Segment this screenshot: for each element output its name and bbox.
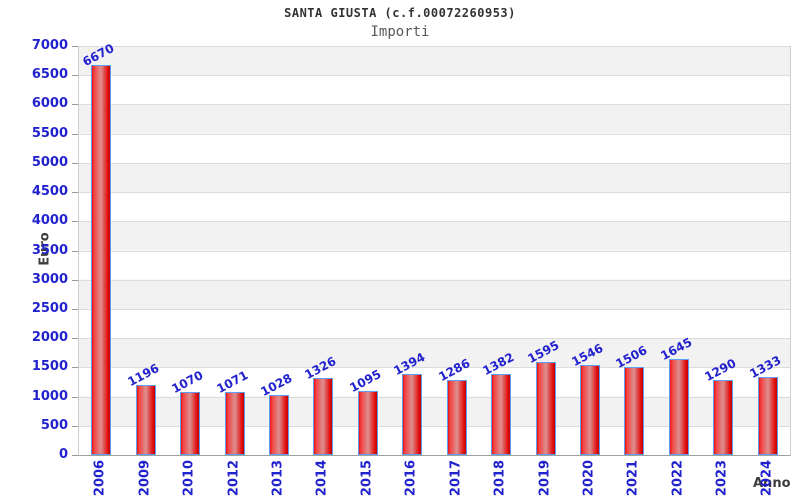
bar-2020: [580, 364, 601, 455]
x-tick-label-2023: 2023: [714, 459, 730, 497]
x-tick-label-2014: 2014: [314, 459, 330, 497]
bar-2010: [180, 392, 201, 455]
chart-subtitle: Importi: [370, 24, 430, 40]
grid-line: [79, 279, 790, 281]
y-tick-mark: [72, 396, 78, 398]
grid-line: [79, 250, 790, 252]
y-tick-label: 2000: [31, 330, 68, 346]
x-tick-label-2021: 2021: [625, 459, 641, 497]
y-tick-mark: [72, 104, 78, 106]
y-tick-mark: [72, 221, 78, 223]
y-tick-label: 1500: [31, 359, 68, 375]
grid-line: [79, 162, 790, 164]
bar-2013: [268, 394, 289, 455]
grid-line: [79, 367, 790, 369]
y-tick-label: 1000: [31, 388, 68, 404]
y-tick-mark: [72, 338, 78, 340]
y-tick-label: 4000: [31, 213, 68, 229]
x-tick-label-2018: 2018: [492, 459, 508, 497]
grid-line: [79, 46, 790, 47]
y-tick-mark: [72, 279, 78, 281]
y-tick-mark: [72, 192, 78, 194]
y-tick-mark: [72, 250, 78, 252]
grid-line: [79, 75, 790, 77]
y-tick-mark: [72, 308, 78, 310]
x-tick-label-2024: 2024: [759, 459, 775, 497]
x-tick-label-2006: 2006: [92, 459, 108, 497]
chart-title: SANTA GIUSTA (c.f.00072260953): [284, 6, 516, 20]
grid-line: [79, 425, 790, 427]
grid-line: [79, 338, 790, 340]
y-tick-label: 7000: [31, 38, 68, 53]
y-tick-mark: [72, 133, 78, 135]
x-tick-label-2013: 2013: [270, 459, 286, 497]
x-tick-label-2022: 2022: [670, 459, 686, 497]
plot-area: [78, 46, 791, 456]
bar-2014: [313, 377, 334, 455]
y-tick-mark: [72, 162, 78, 164]
y-tick-label: 3500: [31, 242, 68, 258]
y-tick-mark: [72, 75, 78, 77]
x-tick-label-2010: 2010: [181, 459, 197, 497]
x-tick-label-2009: 2009: [137, 459, 153, 497]
x-tick-label-2017: 2017: [448, 459, 464, 497]
y-tick-label: 500: [40, 417, 68, 433]
y-tick-mark: [72, 46, 78, 47]
y-tick-label: 3000: [31, 271, 68, 287]
anno-axis-title: Anno: [753, 476, 791, 491]
y-tick-label: 5000: [31, 154, 68, 170]
y-tick-mark: [72, 367, 78, 369]
bar-2009: [135, 385, 156, 455]
y-tick-label: 5500: [31, 125, 68, 141]
grid-line: [79, 221, 790, 223]
bar-2024: [757, 377, 778, 455]
x-tick-label-2020: 2020: [581, 459, 597, 497]
y-tick-label: 6500: [31, 67, 68, 83]
y-tick-label: 6000: [31, 96, 68, 112]
bar-2022: [668, 358, 689, 455]
bar-2021: [624, 367, 645, 455]
y-tick-label: 4500: [31, 184, 68, 200]
bar-2012: [224, 392, 245, 455]
bar-2015: [357, 391, 378, 455]
grid-line: [79, 308, 790, 310]
bar-2016: [402, 373, 423, 455]
y-tick-mark: [72, 425, 78, 427]
grid-line: [79, 396, 790, 398]
x-tick-label-2015: 2015: [359, 459, 375, 497]
bar-2006: [91, 65, 112, 455]
bar-2019: [535, 361, 556, 455]
bar-2018: [491, 374, 512, 455]
y-tick-mark: [72, 455, 78, 456]
x-tick-label-2016: 2016: [403, 459, 419, 497]
bar-2017: [446, 379, 467, 455]
x-tick-label-2019: 2019: [537, 459, 553, 497]
y-tick-label: 2500: [31, 300, 68, 316]
bar-2023: [713, 379, 734, 455]
y-tick-label: 0: [58, 447, 68, 462]
grid-line: [79, 104, 790, 106]
grid-line: [79, 133, 790, 135]
x-tick-label-2012: 2012: [226, 459, 242, 497]
grid-line: [79, 192, 790, 194]
